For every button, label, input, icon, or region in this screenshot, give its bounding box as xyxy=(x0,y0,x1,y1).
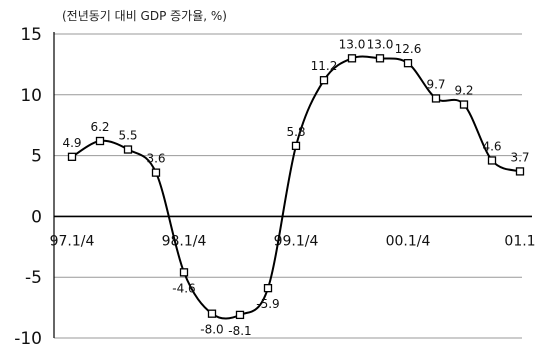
y-tick-label: -10 xyxy=(14,329,42,349)
data-label: 9.7 xyxy=(426,77,445,91)
y-tick-label: 0 xyxy=(31,207,42,227)
data-label: -8.1 xyxy=(228,324,251,338)
data-point xyxy=(67,152,77,161)
data-label: 5.8 xyxy=(286,125,305,139)
data-point xyxy=(263,283,273,293)
data-label: 4.6 xyxy=(482,139,501,153)
series-line xyxy=(71,55,521,320)
x-tick-label: 98.1/4 xyxy=(162,233,207,249)
data-point xyxy=(179,268,189,277)
x-tick-label: 01.1 xyxy=(504,233,535,249)
data-label: 12.6 xyxy=(395,42,422,56)
data-point xyxy=(459,100,469,109)
data-label: -5.9 xyxy=(256,297,279,311)
data-label: 4.9 xyxy=(62,136,81,150)
unit-label: (전년동기 대비 GDP 증가율, %) xyxy=(62,9,227,23)
x-tick-label: 99.1/4 xyxy=(274,233,319,249)
x-tick-label: 97.1/4 xyxy=(50,233,95,249)
data-point xyxy=(95,136,105,146)
data-point xyxy=(375,54,385,63)
data-point xyxy=(403,59,413,68)
data-point xyxy=(431,94,441,103)
data-point xyxy=(319,76,329,85)
y-tick-label: 5 xyxy=(31,147,42,167)
data-label: 5.5 xyxy=(118,129,137,143)
data-label: -8.0 xyxy=(200,323,223,337)
y-tick-label: -5 xyxy=(25,268,42,288)
data-point xyxy=(515,167,525,176)
data-label: 13.0 xyxy=(367,37,394,51)
data-label: -4.6 xyxy=(172,281,195,295)
data-label: 3.7 xyxy=(510,150,529,164)
data-label: 3.6 xyxy=(146,152,165,166)
data-point xyxy=(207,309,217,318)
data-point xyxy=(487,156,497,165)
data-label: 11.2 xyxy=(311,59,338,73)
data-point xyxy=(235,310,245,320)
y-tick-label: 10 xyxy=(20,86,42,106)
y-tick-label: 15 xyxy=(20,25,42,45)
data-point xyxy=(151,168,161,177)
data-point xyxy=(291,141,301,151)
data-label: 13.0 xyxy=(339,37,366,51)
data-label: 6.2 xyxy=(90,120,109,134)
x-tick-label: 00.1/4 xyxy=(386,233,431,249)
data-point xyxy=(347,54,357,63)
data-point xyxy=(123,145,133,154)
data-label: 9.2 xyxy=(454,84,473,98)
